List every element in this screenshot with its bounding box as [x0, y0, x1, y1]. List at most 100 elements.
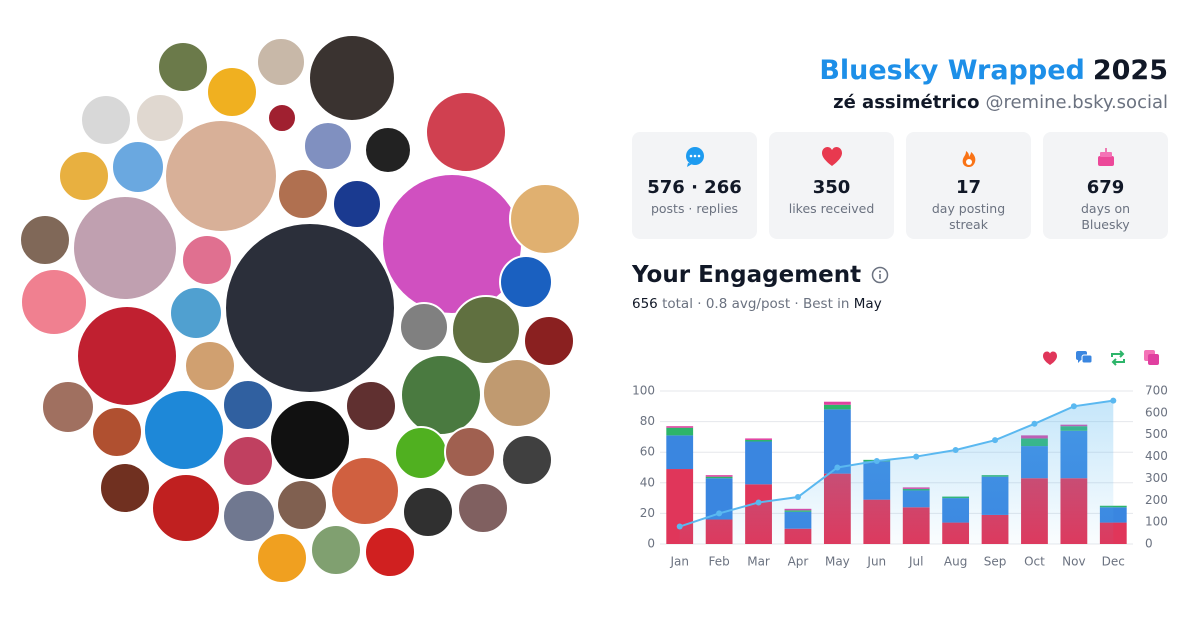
avatar[interactable] [184, 340, 236, 392]
bar [745, 438, 772, 440]
line [679, 399, 1114, 528]
bar [666, 435, 694, 470]
avatar[interactable] [394, 426, 448, 480]
avatar[interactable] [19, 214, 71, 266]
user: zé assimétrico @remine.bsky.social [632, 92, 1168, 113]
avatar[interactable] [425, 91, 507, 173]
line-point [952, 447, 959, 454]
avatar[interactable] [310, 524, 362, 576]
stat-label: likes received [788, 201, 875, 216]
avatar[interactable] [400, 354, 482, 436]
avatars [19, 34, 581, 584]
avatar[interactable] [20, 268, 88, 336]
line-point [1070, 403, 1077, 410]
x-tick-label: Dec [1102, 555, 1125, 569]
avatar[interactable] [80, 94, 132, 146]
avatar[interactable] [364, 526, 416, 578]
avatar[interactable] [206, 66, 258, 118]
avatar[interactable] [181, 234, 233, 286]
stat-card: 350 likes received [769, 132, 894, 239]
avatar[interactable] [345, 380, 397, 432]
avatar[interactable] [222, 489, 276, 543]
line-point [794, 494, 801, 501]
avatar[interactable] [303, 121, 353, 171]
avatar[interactable] [169, 286, 223, 340]
legend-icon[interactable] [1111, 350, 1125, 366]
y-tick-label: 40 [640, 475, 655, 489]
avatar[interactable] [308, 34, 396, 122]
stat-label: day posting streak [931, 201, 1006, 232]
stat-value: 350 [812, 177, 851, 198]
y-tick-label: 0 [647, 537, 655, 551]
avatar[interactable] [76, 305, 178, 407]
legend-icon[interactable] [1043, 351, 1057, 366]
avatar[interactable] [444, 426, 496, 478]
avatar[interactable] [457, 482, 509, 534]
avatar[interactable] [91, 406, 143, 458]
avatar[interactable] [164, 119, 278, 233]
icon [1097, 148, 1114, 166]
display-name: zé assimétrico [833, 92, 980, 113]
avatar[interactable] [256, 532, 308, 584]
avatar[interactable] [256, 37, 306, 87]
avatar[interactable] [523, 315, 575, 367]
legend-icon[interactable] [1144, 350, 1159, 365]
stat-card: 679 days on Bluesky [1043, 132, 1168, 239]
avatar[interactable] [222, 435, 274, 487]
avatar[interactable] [224, 222, 396, 394]
avatar-cloud [19, 34, 581, 584]
bar [1099, 505, 1127, 508]
avatar[interactable] [402, 486, 454, 538]
avatar[interactable] [499, 255, 553, 309]
x-tick-label: Sep [984, 555, 1007, 569]
stat-value: 17 [955, 177, 982, 198]
avatar[interactable] [451, 295, 521, 365]
avatar[interactable] [364, 126, 412, 174]
bar [823, 404, 851, 410]
y2-tick-label: 200 [1145, 493, 1168, 507]
y-tick-label: 60 [640, 445, 655, 459]
stat-card: 17 day posting streak [906, 132, 1031, 239]
avatar[interactable] [151, 473, 221, 543]
avatar[interactable] [269, 399, 351, 481]
avatar[interactable] [330, 456, 400, 526]
y2-tick-label: 500 [1145, 427, 1168, 441]
x-tick-label: Aug [944, 555, 967, 569]
avatar[interactable] [482, 358, 552, 428]
avatar[interactable] [135, 93, 185, 143]
y2-tick-label: 700 [1145, 384, 1168, 398]
title: Bluesky Wrapped 2025 [632, 55, 1168, 86]
avatar[interactable] [501, 434, 553, 486]
y-tick-label: 80 [640, 414, 655, 428]
y2-tick-label: 100 [1145, 515, 1168, 529]
avatar[interactable] [332, 179, 382, 229]
x-tick-label: Jul [908, 555, 923, 569]
line-point [913, 453, 920, 460]
avatar[interactable] [99, 462, 151, 514]
avatar[interactable] [399, 302, 449, 352]
avatar[interactable] [222, 379, 274, 431]
avatar[interactable] [58, 150, 110, 202]
bar [705, 476, 733, 479]
avatar[interactable] [267, 103, 297, 133]
avatar[interactable] [41, 380, 95, 434]
bar [666, 426, 694, 428]
avatar[interactable] [277, 168, 329, 220]
avatar[interactable] [143, 389, 225, 471]
avatar[interactable] [381, 173, 523, 315]
icon [821, 147, 842, 166]
info-icon[interactable] [871, 266, 889, 284]
y2-tick-label: 0 [1145, 537, 1153, 551]
avatar[interactable] [276, 479, 328, 531]
icon [962, 151, 975, 167]
bar [745, 439, 772, 442]
avatar[interactable] [509, 183, 581, 255]
avatar[interactable] [157, 41, 209, 93]
avatar[interactable] [111, 140, 165, 194]
y2-tick-label: 400 [1145, 449, 1168, 463]
legend-icon[interactable] [1076, 351, 1093, 364]
chart: 0 20 40 60 80 100 0 100 200 300 400 500 600 700 Jan Feb… [632, 350, 1168, 569]
avatar[interactable] [72, 195, 178, 301]
line-point [873, 457, 880, 464]
